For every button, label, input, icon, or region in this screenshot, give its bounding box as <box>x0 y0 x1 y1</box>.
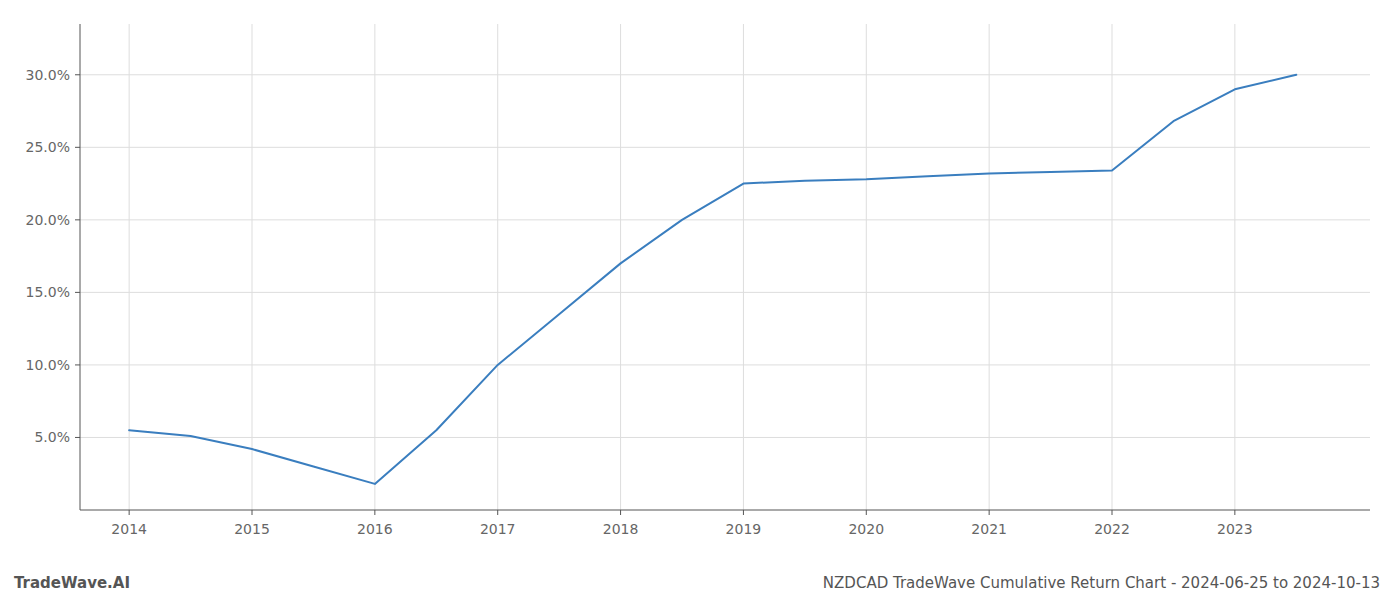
x-tick <box>866 510 867 515</box>
x-tick <box>743 510 744 515</box>
x-tick-label: 2019 <box>726 521 762 537</box>
x-tick <box>374 510 375 515</box>
y-tick <box>75 74 80 75</box>
x-tick <box>989 510 990 515</box>
title: NZDCAD TradeWave Cumulative Return Chart… <box>823 574 1380 592</box>
x-tick <box>1234 510 1235 515</box>
chart: 2014 2015 2016 2017 2018 2019 2020 2021 2022 2023… <box>0 0 1400 600</box>
grid-line-y <box>80 437 1370 438</box>
grid <box>80 24 1370 510</box>
grid-line-y <box>80 74 1370 75</box>
y-tick-label: 5.0% <box>34 429 70 445</box>
y-tick-label: 20.0% <box>26 212 70 228</box>
y-tick <box>75 219 80 220</box>
x-tick <box>252 510 253 515</box>
line <box>129 75 1296 484</box>
x-tick-label: 2018 <box>603 521 639 537</box>
y-tick-label: 10.0% <box>26 357 70 373</box>
grid-line-y <box>80 147 1370 148</box>
y-tick-label: 30.0% <box>26 67 70 83</box>
x-tick-label: 2015 <box>234 521 270 537</box>
grid-line-y <box>80 219 1370 220</box>
x-tick <box>129 510 130 515</box>
y-tick <box>75 147 80 148</box>
background <box>0 0 1400 600</box>
x-tick-label: 2023 <box>1217 521 1253 537</box>
x-tick-label: 2022 <box>1094 521 1130 537</box>
x-tick-label: 2020 <box>848 521 884 537</box>
grid-line-y <box>80 364 1370 365</box>
y-tick-label: 15.0% <box>26 284 70 300</box>
x-tick-label: 2017 <box>480 521 516 537</box>
grid-line-y <box>80 292 1370 293</box>
y-tick <box>75 364 80 365</box>
axes: 2014 2015 2016 2017 2018 2019 2020 2021 2022 2023… <box>26 24 1370 537</box>
y-tick <box>75 292 80 293</box>
x-tick-label: 2021 <box>971 521 1007 537</box>
x-tick <box>497 510 498 515</box>
x-tick-label: 2016 <box>357 521 393 537</box>
x-tick <box>620 510 621 515</box>
plot-area <box>129 75 1296 484</box>
x-axis-line <box>80 510 1370 511</box>
watermark: TradeWave.AI <box>14 574 130 592</box>
y-tick-label: 25.0% <box>26 139 70 155</box>
y-tick <box>75 437 80 438</box>
x-tick-label: 2014 <box>111 521 147 537</box>
x-tick <box>1112 510 1113 515</box>
